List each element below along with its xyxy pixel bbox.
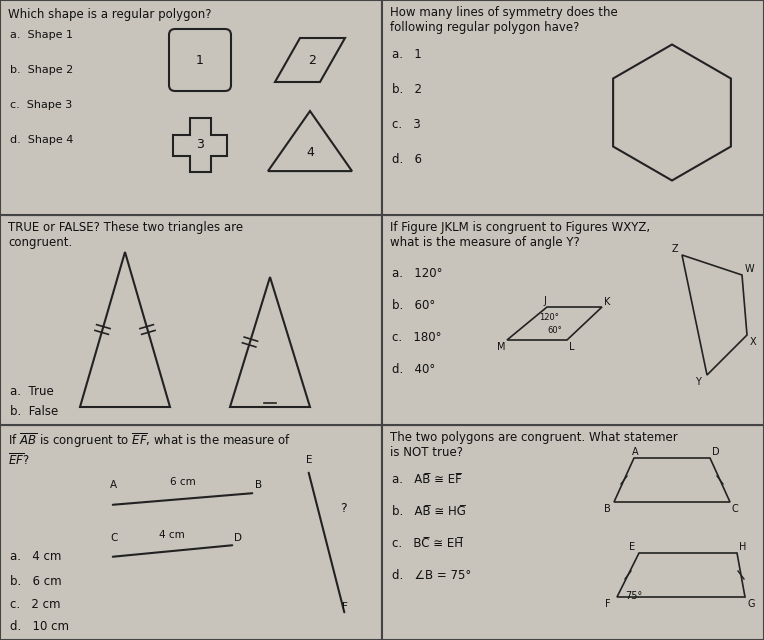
- Text: W: W: [745, 264, 755, 274]
- Text: H: H: [739, 542, 746, 552]
- Text: K: K: [604, 297, 610, 307]
- Text: a.   120°: a. 120°: [392, 267, 442, 280]
- Bar: [382, 0, 764, 215]
- Text: b.  Shape 2: b. Shape 2: [10, 65, 73, 75]
- Text: d.  Shape 4: d. Shape 4: [10, 135, 73, 145]
- Text: C: C: [732, 504, 739, 514]
- Text: 6 cm: 6 cm: [170, 477, 196, 487]
- Text: G: G: [747, 599, 755, 609]
- Text: a.   1: a. 1: [392, 48, 422, 61]
- Text: c.   BC̅ ≅ EH̅: c. BC̅ ≅ EH̅: [392, 537, 463, 550]
- Text: a.   AB̅ ≅ EF̅: a. AB̅ ≅ EF̅: [392, 473, 461, 486]
- Text: C: C: [110, 533, 118, 543]
- Text: d.   ∠B = 75°: d. ∠B = 75°: [392, 569, 471, 582]
- Bar: [0, 425, 382, 640]
- Text: b.   6 cm: b. 6 cm: [10, 575, 62, 588]
- Text: c.   180°: c. 180°: [392, 331, 442, 344]
- Text: c.   2 cm: c. 2 cm: [10, 598, 60, 611]
- Text: B: B: [255, 480, 262, 490]
- Text: E: E: [629, 542, 635, 552]
- Text: F: F: [605, 599, 610, 609]
- Text: B: B: [604, 504, 610, 514]
- Text: 1: 1: [196, 54, 204, 67]
- Bar: [0, 215, 382, 425]
- Text: D: D: [712, 447, 720, 457]
- Text: The two polygons are congruent. What statemer
is NOT true?: The two polygons are congruent. What sta…: [390, 431, 678, 459]
- Text: F: F: [342, 602, 348, 612]
- Text: X: X: [750, 337, 756, 347]
- Bar: [0, 0, 382, 215]
- Bar: [382, 215, 764, 425]
- Text: d.   40°: d. 40°: [392, 363, 435, 376]
- Text: If $\overline{AB}$ is congruent to $\overline{EF}$, what is the measure of
$\ove: If $\overline{AB}$ is congruent to $\ove…: [8, 431, 291, 468]
- Text: 4 cm: 4 cm: [159, 530, 185, 540]
- Text: 2: 2: [308, 54, 316, 67]
- Text: b.   2: b. 2: [392, 83, 422, 96]
- Text: b.   AB̅ ≅ HG̅: b. AB̅ ≅ HG̅: [392, 505, 466, 518]
- Text: 4: 4: [306, 147, 314, 159]
- Text: a.  True: a. True: [10, 385, 53, 398]
- Text: a.   4 cm: a. 4 cm: [10, 550, 61, 563]
- Text: TRUE or FALSE? These two triangles are
congruent.: TRUE or FALSE? These two triangles are c…: [8, 221, 243, 249]
- Text: ?: ?: [340, 502, 347, 515]
- Text: M: M: [497, 342, 506, 352]
- Text: d.   10 cm: d. 10 cm: [10, 620, 69, 633]
- Text: 3: 3: [196, 138, 204, 152]
- Text: Which shape is a regular polygon?: Which shape is a regular polygon?: [8, 8, 212, 21]
- Text: 60°: 60°: [547, 326, 562, 335]
- Text: 120°: 120°: [539, 313, 559, 322]
- Text: Y: Y: [695, 377, 701, 387]
- Text: D: D: [234, 533, 242, 543]
- Text: L: L: [569, 342, 575, 352]
- Text: b.   60°: b. 60°: [392, 299, 435, 312]
- Text: E: E: [306, 455, 312, 465]
- Bar: [382, 425, 764, 640]
- Text: b.  False: b. False: [10, 405, 58, 418]
- Text: c.  Shape 3: c. Shape 3: [10, 100, 73, 110]
- Text: a.  Shape 1: a. Shape 1: [10, 30, 73, 40]
- Text: Z: Z: [672, 244, 678, 254]
- Text: c.   3: c. 3: [392, 118, 421, 131]
- Text: 75°: 75°: [625, 591, 643, 601]
- Text: A: A: [632, 447, 639, 457]
- Text: A: A: [110, 480, 117, 490]
- Text: d.   6: d. 6: [392, 153, 422, 166]
- Text: How many lines of symmetry does the
following regular polygon have?: How many lines of symmetry does the foll…: [390, 6, 618, 34]
- Text: If Figure JKLM is congruent to Figures WXYZ,
what is the measure of angle Y?: If Figure JKLM is congruent to Figures W…: [390, 221, 650, 249]
- Text: J: J: [543, 296, 545, 306]
